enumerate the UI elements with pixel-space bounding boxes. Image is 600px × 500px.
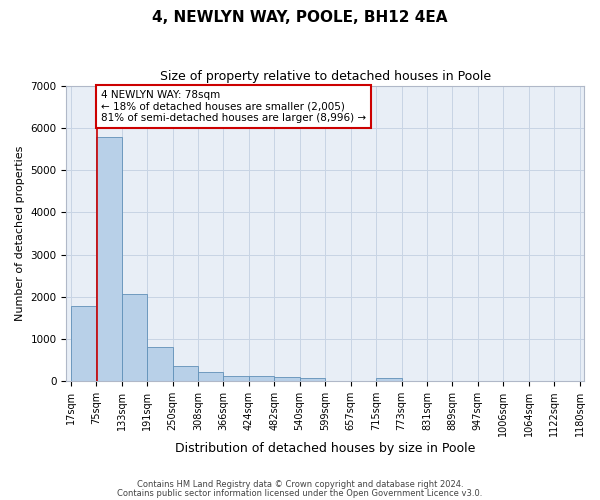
Text: Contains public sector information licensed under the Open Government Licence v3: Contains public sector information licen… <box>118 488 482 498</box>
Bar <box>249 376 274 381</box>
Y-axis label: Number of detached properties: Number of detached properties <box>15 146 25 321</box>
Bar <box>173 366 198 381</box>
Title: Size of property relative to detached houses in Poole: Size of property relative to detached ho… <box>160 70 491 83</box>
Bar <box>376 378 401 381</box>
Text: Contains HM Land Registry data © Crown copyright and database right 2024.: Contains HM Land Registry data © Crown c… <box>137 480 463 489</box>
X-axis label: Distribution of detached houses by size in Poole: Distribution of detached houses by size … <box>175 442 475 455</box>
Text: 4, NEWLYN WAY, POOLE, BH12 4EA: 4, NEWLYN WAY, POOLE, BH12 4EA <box>152 10 448 25</box>
Bar <box>198 372 223 381</box>
Bar <box>71 306 96 381</box>
Bar <box>147 347 173 381</box>
Bar <box>122 294 147 381</box>
Bar <box>96 137 122 381</box>
Text: 4 NEWLYN WAY: 78sqm
← 18% of detached houses are smaller (2,005)
81% of semi-det: 4 NEWLYN WAY: 78sqm ← 18% of detached ho… <box>101 90 366 123</box>
Bar <box>274 377 299 381</box>
Bar <box>223 376 249 381</box>
Bar <box>299 378 325 381</box>
